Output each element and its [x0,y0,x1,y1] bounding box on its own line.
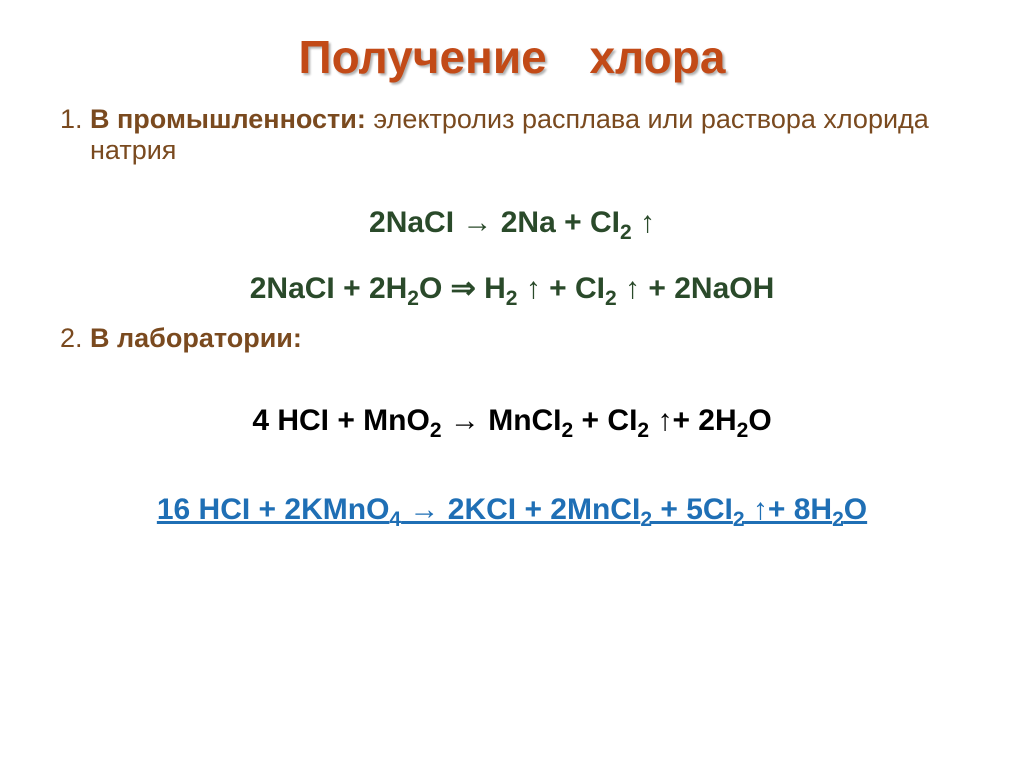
eq4-p1: 16 HCI + 2KMnO [157,493,390,526]
eq3-s4: 2 [737,419,749,442]
eq3-s1: 2 [430,419,442,442]
content-list-2: В лаборатории: [50,323,974,354]
equation-3: 4 HCI + MnO2 → MnCI2 + CI2 ↑+ 2H2O [50,404,974,443]
eq3-p3: + CI [573,404,637,437]
eq2-s3: 2 [605,287,617,310]
eq2-p2: O ⇒ H [419,272,506,305]
eq4-s1: 4 [389,508,401,531]
eq2-p3: ↑ + CI [517,272,605,305]
slide-title: Получение хлора [50,30,974,84]
eq4-wrap: 16 HCI + 2KMnO4 → 2KCI + 2MnCI2 + 5CI2 ↑… [157,493,867,526]
eq4-p5: O [844,493,867,526]
equation-2: 2NaCI + 2H2O ⇒ H2 ↑ + CI2 ↑ + 2NaOH [50,271,974,311]
eq4-s4: 2 [832,508,844,531]
eq3-s3: 2 [637,419,649,442]
item1-prefix: В промышленности: [90,104,366,134]
slide-root: Получение хлора В промышленности: электр… [0,0,1024,767]
item1-text: В промышленности: электролиз расплава ил… [90,104,929,165]
list-item-1: В промышленности: электролиз расплава ил… [90,104,974,166]
eq3-s2: 2 [562,419,574,442]
eq2-p4: ↑ + 2NaOH [617,272,775,305]
title-word-1: Получение [299,31,547,83]
content-list: В промышленности: электролиз расплава ил… [50,104,974,166]
eq4-s2: 2 [640,508,652,531]
eq2-s2: 2 [506,287,518,310]
eq3-p4: ↑+ 2H [649,404,737,437]
eq4-p3: + 5CI [652,493,733,526]
title-word-2: хлора [589,31,725,83]
eq2-s1: 2 [407,287,419,310]
eq1-body: 2NaCI → 2Na + CI [369,206,620,239]
eq3-p5: O [748,404,771,437]
eq3-p1: 4 HCI + MnO [252,404,430,437]
list-item-2: В лаборатории: [90,323,974,354]
eq4-p2: → 2KCI + 2MnCI [401,493,640,526]
equation-1: 2NaCI → 2Na + CI2 ↑ [50,206,974,245]
eq1-sub: 2 [620,221,632,244]
eq2-p1: 2NaCI + 2H [250,272,408,305]
eq4-s3: 2 [733,508,745,531]
item2-text: В лаборатории: [90,323,302,353]
equation-4: 16 HCI + 2KMnO4 → 2KCI + 2MnCI2 + 5CI2 ↑… [50,493,974,532]
eq1-tail: ↑ [632,206,655,239]
eq4-p4: ↑+ 8H [745,493,833,526]
eq3-p2: → MnCI [442,404,562,437]
